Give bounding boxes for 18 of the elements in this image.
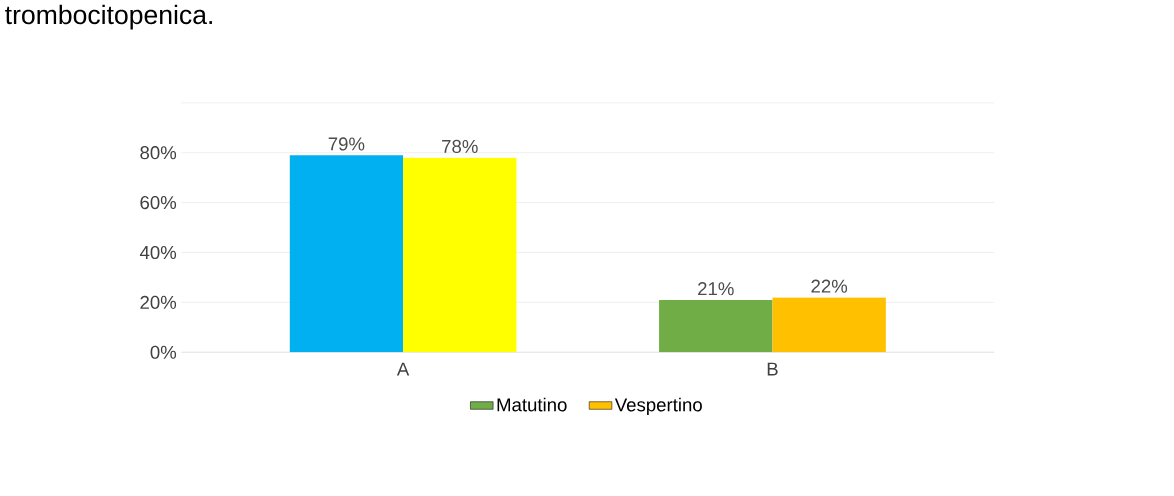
bar xyxy=(659,299,773,353)
y-tick-label: 20% xyxy=(140,295,177,310)
data-label: 21% xyxy=(698,282,734,296)
data-label: 79% xyxy=(328,137,365,151)
chart-title: trombocitopenica. xyxy=(5,4,212,30)
bar xyxy=(289,155,404,353)
x-tick-label: B xyxy=(767,362,778,376)
x-tick-label: A xyxy=(396,362,410,376)
data-label: 78% xyxy=(442,139,478,154)
bar xyxy=(772,297,886,353)
data-label: 22% xyxy=(811,279,848,293)
y-tick-label: 40% xyxy=(139,245,177,260)
y-tick-label: 80% xyxy=(140,146,177,160)
y-tick-label: 60% xyxy=(140,196,177,210)
bar xyxy=(403,157,517,353)
legend-label: Vespertino xyxy=(614,397,702,416)
legend-label: Matutino xyxy=(497,397,567,412)
y-tick-label: 0% xyxy=(150,345,177,359)
